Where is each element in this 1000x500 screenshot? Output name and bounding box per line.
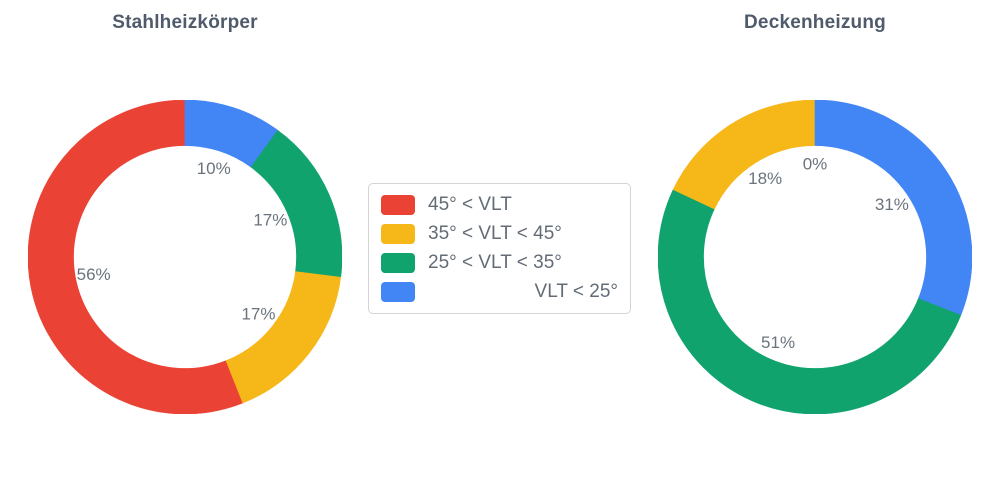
donut-slice-2 (250, 129, 342, 278)
legend: 45° < VLT 35° < VLT < 45° 25° < VLT < 35° V… (368, 183, 631, 314)
legend-swatch-icon (381, 224, 415, 244)
legend-label: 45° < VLT (428, 194, 512, 215)
chart-title-deckenheizung: Deckenheizung (744, 12, 886, 33)
donut-slice-1 (672, 100, 816, 210)
legend-label: 35° < VLT < 45° (428, 223, 562, 244)
slice-percent-label-3: 10% (197, 159, 231, 178)
legend-item-3: VLT < 25° (381, 281, 618, 303)
slice-percent-label-3: 31% (875, 195, 909, 214)
slice-percent-label-2: 51% (761, 333, 795, 352)
legend-swatch-icon (381, 195, 415, 215)
chart-title-stahlheizkoerper: Stahlheizkörper (112, 12, 258, 33)
donut-chart-stahlheizkoerper: 56% 17% 17% 10% (28, 100, 342, 414)
legend-swatch-icon (381, 282, 415, 302)
legend-label: 25° < VLT < 35° (428, 252, 562, 273)
legend-item-0: 45° < VLT (381, 194, 618, 216)
donut-slice-3 (814, 100, 972, 316)
donut-slice-3 (184, 100, 278, 168)
slice-percent-label-1: 18% (748, 169, 782, 188)
legend-item-2: 25° < VLT < 35° (381, 252, 618, 274)
donut-slice-2 (658, 189, 962, 414)
donut-chart-deckenheizung: 0% 18% 51% 31% (658, 100, 972, 414)
legend-label: VLT < 25° (534, 281, 618, 302)
legend-item-1: 35° < VLT < 45° (381, 223, 618, 245)
slice-percent-label-0: 56% (77, 265, 111, 284)
slice-percent-label-1: 17% (241, 305, 275, 324)
legend-swatch-icon (381, 253, 415, 273)
donut-slice-1 (225, 270, 342, 404)
slice-percent-label-2: 17% (253, 211, 287, 230)
donut-slice-0 (28, 100, 244, 414)
slice-percent-label-0: 0% (803, 155, 828, 174)
